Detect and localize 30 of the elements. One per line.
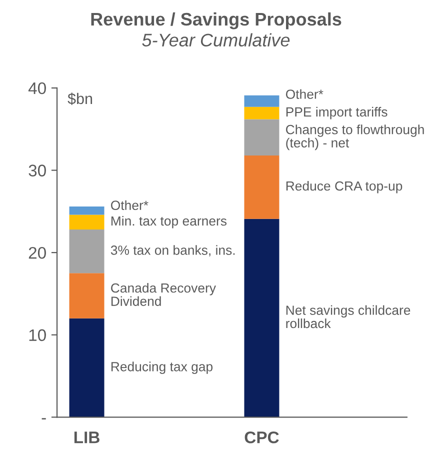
chart-subtitle: 5-Year Cumulative xyxy=(142,33,290,47)
bar xyxy=(244,119,280,156)
annotation: 3% tax on banks, ins. xyxy=(110,245,235,256)
annotation: Reduce CRA top-up xyxy=(286,180,402,194)
y-tick-label: 30 xyxy=(28,164,46,176)
annotation: Other* xyxy=(286,89,324,99)
annotation: Net savings childcare rollback xyxy=(286,305,410,328)
annotation: Reducing tax gap xyxy=(111,362,213,374)
bar xyxy=(69,318,104,418)
x-tick-label: LIB xyxy=(74,432,100,444)
y-tick-label: - xyxy=(42,418,46,420)
annotation: PPE import tariffs xyxy=(286,106,388,120)
bar xyxy=(244,106,280,120)
bar xyxy=(69,230,104,274)
annotation: Min. tax top earners xyxy=(111,216,227,228)
annotation: Other* xyxy=(111,200,148,210)
x-tick-label: CPC xyxy=(244,431,279,444)
y-tick-label: 40 xyxy=(28,82,46,94)
y-axis-title: $bn xyxy=(68,92,92,106)
bar xyxy=(69,206,104,215)
bar xyxy=(69,214,104,230)
chart-title: Revenue / Savings Proposals xyxy=(91,12,342,30)
bar xyxy=(244,155,280,219)
bar xyxy=(69,273,104,318)
annotation: Changes to flowthrough (tech) - net xyxy=(286,124,424,150)
bar xyxy=(244,218,280,418)
bar xyxy=(244,95,280,107)
y-tick-label: 20 xyxy=(28,246,46,259)
y-tick-label: 10 xyxy=(29,329,46,342)
annotation: Canada Recovery Dividend xyxy=(111,282,216,306)
